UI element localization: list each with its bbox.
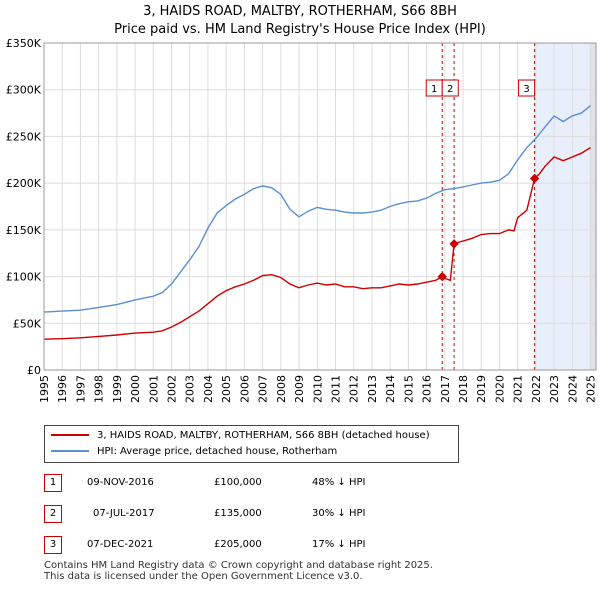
x-tick-label: 1999 xyxy=(111,375,124,403)
x-tick-label: 1995 xyxy=(38,375,51,403)
sale-row: 3 07-DEC-2021 £205,000 17% ↓ HPI xyxy=(44,536,444,554)
price-chart: 3, HAIDS ROAD, MALTBY, ROTHERHAM, S66 8B… xyxy=(6,4,598,403)
x-tick-label: 2002 xyxy=(166,375,179,403)
chart-legend: 3, HAIDS ROAD, MALTBY, ROTHERHAM, S66 8B… xyxy=(44,425,459,463)
x-tick-label: 2009 xyxy=(293,375,306,403)
x-tick-label: 2007 xyxy=(257,375,270,403)
sale-price: £135,000 xyxy=(214,508,262,519)
chart-title: 3, HAIDS ROAD, MALTBY, ROTHERHAM, S66 8B… xyxy=(143,4,457,19)
y-tick-label: £150K xyxy=(6,224,42,237)
y-tick-label: £100K xyxy=(6,271,42,284)
x-tick-label: 2006 xyxy=(238,375,251,403)
legend-item-hpi: HPI: Average price, detached house, Roth… xyxy=(51,445,337,459)
legend-label-hpi: HPI: Average price, detached house, Roth… xyxy=(97,446,338,457)
x-tick-label: 2004 xyxy=(202,375,215,403)
sale-2-label: 2 xyxy=(447,84,453,95)
sale-date: 09-NOV-2016 xyxy=(87,477,154,488)
sale-hpi-diff: 30% ↓ HPI xyxy=(312,508,366,519)
y-tick-label: £200K xyxy=(6,177,42,190)
sale-3-label: 3 xyxy=(523,84,529,95)
x-tick-label: 2017 xyxy=(439,375,452,403)
hpi-line xyxy=(43,105,591,313)
sale-badge: 2 xyxy=(44,505,62,523)
x-tick-label: 2013 xyxy=(366,375,379,403)
x-tick-label: 2014 xyxy=(384,375,397,403)
x-tick-label: 2020 xyxy=(493,375,506,403)
x-tick-label: 2001 xyxy=(147,375,160,403)
x-tick-label: 2000 xyxy=(129,375,142,403)
sale-badge: 3 xyxy=(44,536,62,554)
sale-1-label: 1 xyxy=(431,84,437,95)
sale-hpi-diff: 48% ↓ HPI xyxy=(312,477,366,488)
plot-border xyxy=(43,42,597,371)
sale-3-marker xyxy=(529,173,540,184)
x-tick-label: 2024 xyxy=(566,375,579,403)
x-tick-label: 2019 xyxy=(475,375,488,403)
x-tick-label: 2021 xyxy=(512,375,525,403)
x-tick-label: 2003 xyxy=(184,375,197,403)
y-tick-label: £300K xyxy=(6,84,42,97)
legend-line-hpi xyxy=(51,450,89,452)
x-tick-label: 2010 xyxy=(311,375,324,403)
sale-2-label-box xyxy=(441,79,459,97)
y-tick-label: £50K xyxy=(13,317,42,330)
legend-item-sale: 3, HAIDS ROAD, MALTBY, ROTHERHAM, S66 8B… xyxy=(51,429,430,443)
sale-price: £100,000 xyxy=(214,477,262,488)
sale-row: 2 07-JUL-2017 £135,000 30% ↓ HPI xyxy=(44,505,444,523)
plot-area xyxy=(44,43,596,370)
footer-line-copyright: Contains HM Land Registry data © Crown c… xyxy=(44,560,433,571)
sale-3-label-box xyxy=(518,79,536,97)
chart-subtitle: Price paid vs. HM Land Registry's House … xyxy=(114,22,486,37)
sale-2-marker xyxy=(449,239,459,249)
x-tick-label: 2011 xyxy=(329,375,342,403)
x-tick-label: 1998 xyxy=(93,375,106,403)
y-tick-label: £350K xyxy=(6,37,42,50)
x-tick-label: 2023 xyxy=(548,375,561,403)
footer-line-licence: This data is licensed under the Open Gov… xyxy=(44,571,363,582)
sale-price: £205,000 xyxy=(214,539,262,550)
sale-row: 1 09-NOV-2016 £100,000 48% ↓ HPI xyxy=(44,474,444,492)
x-tick-label: 2022 xyxy=(530,375,543,403)
sale-date: 07-JUL-2017 xyxy=(93,508,155,519)
sale-badge: 1 xyxy=(44,474,62,492)
price-paid-line xyxy=(43,147,591,340)
post-sale-shade xyxy=(534,43,596,370)
legend-label-sale: 3, HAIDS ROAD, MALTBY, ROTHERHAM, S66 8B… xyxy=(97,430,430,441)
x-tick-label: 2015 xyxy=(402,375,415,403)
sale-hpi-diff: 17% ↓ HPI xyxy=(312,539,366,550)
footer-attribution: Contains HM Land Registry data © Crown c… xyxy=(44,560,433,582)
sale-date: 07-DEC-2021 xyxy=(87,539,154,550)
legend-line-sale xyxy=(51,434,89,436)
sale-1-marker xyxy=(437,271,447,282)
x-tick-label: 2016 xyxy=(421,375,434,403)
y-tick-label: £250K xyxy=(6,130,42,143)
x-tick-label: 1996 xyxy=(56,375,69,403)
x-tick-label: 2025 xyxy=(585,375,598,403)
x-tick-label: 2012 xyxy=(348,375,361,403)
y-tick-label: £0 xyxy=(27,364,41,377)
x-tick-label: 2008 xyxy=(275,375,288,403)
future-shade xyxy=(589,43,596,370)
x-tick-label: 1997 xyxy=(74,375,87,403)
x-tick-label: 2018 xyxy=(457,375,470,403)
x-tick-label: 2005 xyxy=(220,375,233,403)
